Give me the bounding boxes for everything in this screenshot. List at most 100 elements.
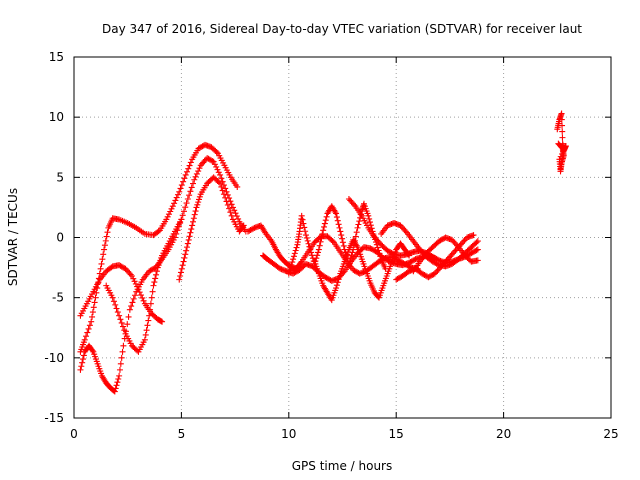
data-point bbox=[192, 173, 199, 180]
data-point bbox=[306, 243, 313, 250]
data-point bbox=[458, 240, 465, 247]
data-point bbox=[398, 223, 405, 230]
data-point bbox=[556, 141, 563, 148]
data-point bbox=[321, 223, 328, 230]
data-point bbox=[473, 239, 480, 246]
data-point bbox=[201, 157, 208, 164]
data-point bbox=[198, 144, 205, 151]
data-point bbox=[322, 217, 329, 224]
data-point bbox=[427, 272, 434, 279]
data-point bbox=[195, 145, 202, 152]
data-point bbox=[172, 197, 179, 204]
data-point bbox=[285, 270, 292, 277]
data-point bbox=[128, 273, 135, 280]
data-point bbox=[178, 216, 185, 223]
data-point bbox=[244, 228, 251, 235]
data-point bbox=[149, 288, 156, 295]
data-point bbox=[461, 237, 468, 244]
data-point bbox=[141, 336, 148, 343]
data-point bbox=[102, 237, 109, 244]
data-point bbox=[439, 261, 446, 268]
data-point bbox=[168, 205, 175, 212]
data-point bbox=[213, 149, 220, 156]
data-point bbox=[323, 274, 330, 281]
data-point bbox=[239, 223, 246, 230]
data-point bbox=[275, 264, 282, 271]
data-point bbox=[145, 317, 152, 324]
data-point bbox=[373, 235, 380, 242]
data-point bbox=[350, 266, 357, 273]
data-point bbox=[193, 204, 200, 211]
data-point bbox=[402, 228, 409, 235]
series-arc-b bbox=[77, 141, 241, 355]
data-point bbox=[185, 165, 192, 172]
data-point bbox=[233, 213, 240, 220]
data-point bbox=[169, 203, 176, 210]
data-point bbox=[83, 333, 90, 340]
data-point bbox=[433, 260, 440, 267]
data-point bbox=[375, 247, 382, 254]
data-point bbox=[179, 212, 186, 219]
data-point bbox=[224, 202, 231, 209]
data-point bbox=[183, 200, 190, 207]
data-point bbox=[418, 270, 425, 277]
data-point bbox=[186, 162, 193, 169]
data-point bbox=[153, 271, 160, 278]
y-tick-label: 10 bbox=[49, 110, 64, 124]
data-point bbox=[446, 254, 453, 261]
data-point bbox=[558, 116, 565, 123]
data-point bbox=[351, 201, 358, 208]
data-point bbox=[305, 240, 312, 247]
data-point bbox=[434, 267, 441, 274]
data-point bbox=[347, 197, 354, 204]
data-point bbox=[333, 282, 340, 289]
data-point bbox=[301, 224, 308, 231]
data-point bbox=[131, 278, 138, 285]
data-point bbox=[315, 249, 322, 256]
data-point bbox=[300, 220, 307, 227]
data-point bbox=[177, 269, 184, 276]
data-point bbox=[326, 276, 333, 283]
axis-ticks bbox=[73, 56, 612, 419]
data-point bbox=[150, 282, 157, 289]
data-point bbox=[352, 268, 359, 275]
data-point bbox=[181, 175, 188, 182]
data-point bbox=[130, 295, 137, 302]
x-tick-label: 25 bbox=[603, 427, 618, 441]
data-point bbox=[448, 251, 455, 258]
data-point bbox=[385, 257, 392, 264]
data-point bbox=[307, 246, 314, 253]
data-point bbox=[228, 212, 235, 219]
data-point bbox=[388, 249, 395, 256]
data-point bbox=[451, 248, 458, 255]
data-point bbox=[298, 212, 305, 219]
data-point bbox=[387, 249, 394, 256]
series-arc-a bbox=[77, 262, 166, 325]
data-point bbox=[224, 191, 231, 198]
data-point bbox=[338, 232, 345, 239]
data-point bbox=[95, 280, 102, 287]
data-point bbox=[108, 264, 115, 271]
data-point bbox=[400, 225, 407, 232]
data-point bbox=[308, 249, 315, 256]
x-tick-label: 0 bbox=[70, 427, 78, 441]
data-point bbox=[147, 300, 154, 307]
data-point bbox=[95, 275, 102, 282]
data-point bbox=[130, 275, 137, 282]
data-point bbox=[248, 226, 255, 233]
data-point bbox=[352, 233, 359, 240]
data-point bbox=[117, 262, 124, 269]
data-point bbox=[220, 191, 227, 198]
data-point bbox=[109, 294, 116, 301]
data-point bbox=[356, 218, 363, 225]
data-point bbox=[92, 294, 99, 301]
data-point bbox=[467, 250, 474, 257]
data-point bbox=[187, 229, 194, 236]
data-point bbox=[329, 238, 336, 245]
data-point bbox=[185, 236, 192, 243]
data-point bbox=[199, 143, 206, 150]
data-point bbox=[355, 221, 362, 228]
data-point bbox=[453, 246, 460, 253]
data-point bbox=[397, 274, 404, 281]
data-point bbox=[367, 245, 374, 252]
